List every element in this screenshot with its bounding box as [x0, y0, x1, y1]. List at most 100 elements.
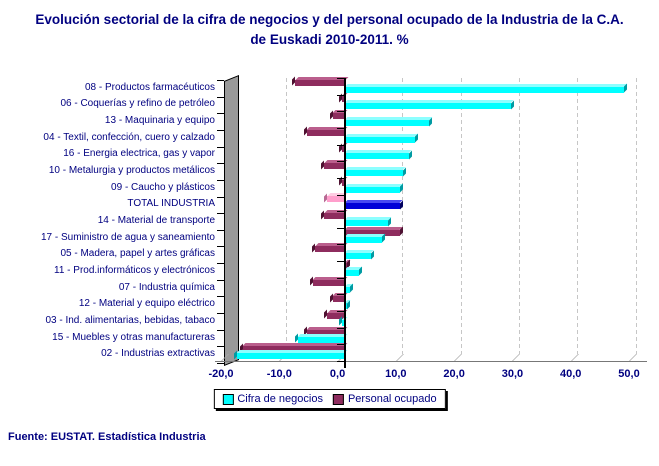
zero-axis-tick	[336, 311, 345, 313]
floor-line	[215, 361, 647, 362]
bar-cifra-de-negocios	[344, 153, 409, 160]
category-label: 07 - Industria química	[118, 281, 215, 293]
bar-personal-ocupado	[341, 179, 345, 186]
bar-cifra-de-negocios	[344, 203, 400, 210]
bar-personal-ocupado	[344, 262, 348, 269]
bar-personal-ocupado	[327, 312, 345, 319]
x-axis-tick-label: -10,0	[266, 368, 292, 380]
bar-personal-ocupado	[341, 96, 345, 103]
bar-personal-ocupado	[315, 246, 345, 253]
zero-axis-tick	[336, 94, 345, 96]
gridline-floor-foot	[570, 354, 579, 361]
bar-personal-ocupado	[327, 196, 345, 203]
bar-cifra-de-negocios	[344, 303, 348, 310]
zero-axis-tick	[336, 127, 345, 129]
gridline-floor-foot	[629, 354, 637, 361]
zero-axis-tick	[336, 78, 345, 79]
zero-axis-tick	[336, 277, 345, 279]
zero-axis-tick	[336, 194, 345, 196]
zero-axis-tick	[336, 111, 345, 113]
zero-axis-tick	[336, 144, 345, 146]
category-label: 16 - Energia electrica, gas y vapor	[63, 148, 215, 160]
bar-personal-ocupado	[324, 213, 345, 219]
zero-axis-tick	[336, 211, 345, 213]
bar-cifra-de-negocios	[344, 186, 400, 193]
gridline	[635, 78, 637, 354]
bar-personal-ocupado	[341, 146, 345, 153]
category-label: 15 - Muebles y otras manufactureras	[52, 331, 215, 343]
category-label: 14 - Material de transporte	[97, 215, 215, 226]
x-axis-tick-label: -20,0	[208, 368, 234, 380]
category-label: 17 - Suministro de agua y saneamiento	[41, 231, 215, 243]
bar-personal-ocupado	[306, 329, 345, 336]
category-label: 08 - Productos farmacéuticos	[84, 81, 215, 93]
zero-axis-tick	[336, 177, 345, 179]
category-axis-tick	[217, 129, 224, 131]
x-axis-tick-label: 40,0	[559, 368, 582, 380]
gridline	[460, 78, 462, 354]
category-axis-tick	[217, 163, 224, 165]
chart-title: Evolución sectorial de la cifra de negoc…	[0, 10, 659, 51]
x-axis-tick-label: 30,0	[501, 368, 524, 380]
bar-cifra-de-negocios	[344, 236, 383, 243]
category-label: 05 - Madera, papel y artes gráficas	[60, 248, 215, 260]
plot-area	[215, 78, 647, 368]
personal-ocupado-swatch	[332, 393, 344, 405]
bar-cifra-de-negocios	[344, 120, 430, 127]
gridline	[285, 78, 287, 354]
category-label: TOTAL INDUSTRIA	[127, 198, 215, 210]
category-label: 03 - Ind. alimentarias, bebidas, tabaco	[45, 314, 215, 326]
bar-personal-ocupado	[332, 296, 345, 303]
zero-axis-tick	[336, 344, 345, 346]
bar-personal-ocupado	[306, 129, 345, 136]
source-note: Fuente: EUSTAT. Estadística Industria	[8, 431, 206, 443]
category-axis-tick	[217, 113, 224, 115]
legend-label-cifra-de-negocios: Cifra de negocios	[237, 393, 323, 405]
x-axis-tick-label: 10,0	[385, 368, 407, 380]
gridline-floor-foot	[454, 354, 463, 361]
category-label: 04 - Textil, confección, cuero y calzado	[43, 131, 215, 143]
category-axis-tick	[217, 329, 224, 331]
category-axis-tick	[217, 179, 224, 181]
bar-cifra-de-negocios	[236, 353, 345, 360]
category-axis-tick	[217, 246, 224, 248]
category-axis-tick	[217, 196, 224, 198]
zero-axis-tick	[336, 261, 345, 263]
bar-cifra-de-negocios	[344, 253, 371, 260]
gridline	[402, 78, 404, 354]
gridline-floor-foot	[395, 354, 404, 361]
category-axis-tick	[217, 263, 224, 265]
bar-cifra-de-negocios	[344, 103, 511, 110]
category-axis-tick	[217, 313, 224, 315]
chart-title-text: Evolución sectorial de la cifra de negoc…	[35, 12, 624, 48]
bar-cifra-de-negocios	[344, 86, 625, 93]
chart-legend: Cifra de negocios Personal ocupado	[213, 389, 446, 409]
gridline-floor-foot	[512, 354, 521, 361]
bar-personal-ocupado	[295, 79, 345, 86]
bar-cifra-de-negocios	[344, 269, 360, 276]
zero-axis	[343, 78, 346, 368]
gridline	[518, 78, 520, 354]
zero-axis-tick	[336, 244, 345, 246]
category-axis-tick	[217, 213, 224, 215]
category-axis-tick	[217, 80, 224, 81]
gridline	[577, 78, 579, 354]
zero-axis-tick	[336, 294, 345, 296]
x-axis-tick-label: 0,0	[329, 368, 346, 380]
x-axis-tick-label: 20,0	[443, 368, 465, 380]
zero-axis-tick	[336, 361, 345, 362]
legend-item-personal-ocupado: Personal ocupado	[332, 393, 437, 405]
category-axis-tick	[217, 296, 224, 298]
bar-cifra-de-negocios	[344, 170, 403, 177]
cifra-de-negocios-swatch	[222, 393, 234, 405]
zero-axis-tick	[336, 227, 345, 229]
category-label: 10 - Metalurgia y productos metálicos	[48, 165, 215, 177]
category-label: 06 - Coquerías y refino de petróleo	[60, 98, 215, 110]
category-label: 02 - Industrias extractivas	[101, 348, 215, 360]
bar-cifra-de-negocios	[344, 220, 389, 226]
category-axis-tick	[217, 229, 224, 231]
category-label: 11 - Prod.informáticos y electrónicos	[54, 264, 215, 276]
zero-axis-tick	[336, 327, 345, 329]
